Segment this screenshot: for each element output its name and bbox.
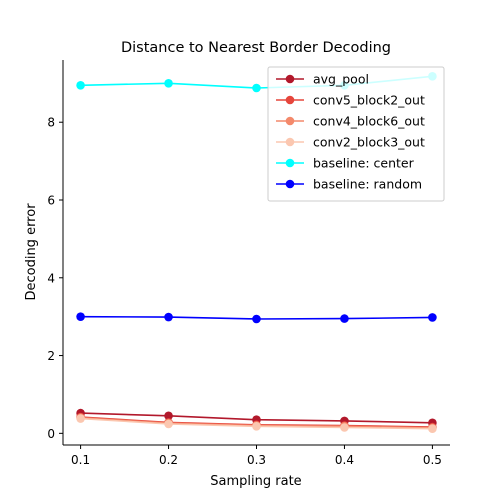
legend-label: baseline: center <box>313 156 415 171</box>
legend-label: conv4_block6_out <box>313 114 425 129</box>
data-point <box>340 423 349 432</box>
data-point <box>252 84 261 93</box>
legend-marker <box>286 75 295 84</box>
data-point <box>428 424 437 433</box>
data-point <box>252 422 261 431</box>
data-point <box>164 313 173 322</box>
data-point <box>76 81 85 90</box>
x-axis-label: Sampling rate <box>210 474 301 489</box>
y-tick-label: 6 <box>47 194 55 208</box>
x-tick-label: 0.2 <box>159 453 178 467</box>
y-tick-label: 8 <box>47 116 55 130</box>
legend-marker <box>286 117 295 126</box>
y-axis-label: Decoding error <box>24 203 39 301</box>
legend-label: baseline: random <box>313 177 422 192</box>
x-ticks: 0.1 0.2 0.3 0.4 0.5 <box>71 445 442 467</box>
data-point <box>428 313 437 322</box>
legend-label: conv5_block2_out <box>313 93 425 108</box>
y-tick-label: 2 <box>47 349 55 363</box>
data-point <box>76 312 85 321</box>
chart-title: Distance to Nearest Border Decoding <box>121 40 391 56</box>
legend-marker <box>286 180 295 189</box>
legend-label: avg_pool <box>313 72 369 87</box>
legend-marker <box>286 138 295 147</box>
data-point <box>76 414 85 423</box>
data-point <box>164 420 173 429</box>
series-5 <box>76 312 436 323</box>
legend: avg_pool conv5_block2_out conv4_block6_out… <box>268 67 444 201</box>
data-point <box>340 314 349 323</box>
data-point <box>164 79 173 88</box>
x-tick-label: 0.4 <box>335 453 354 467</box>
data-point <box>252 315 261 324</box>
legend-marker <box>286 159 295 168</box>
y-ticks: 0 2 4 6 8 <box>47 116 63 441</box>
y-tick-label: 0 <box>47 427 55 441</box>
legend-marker <box>286 96 295 105</box>
legend-label: conv2_block3_out <box>313 135 425 150</box>
x-tick-label: 0.5 <box>423 453 442 467</box>
x-tick-label: 0.1 <box>71 453 90 467</box>
y-tick-label: 4 <box>47 271 55 285</box>
x-tick-label: 0.3 <box>247 453 266 467</box>
